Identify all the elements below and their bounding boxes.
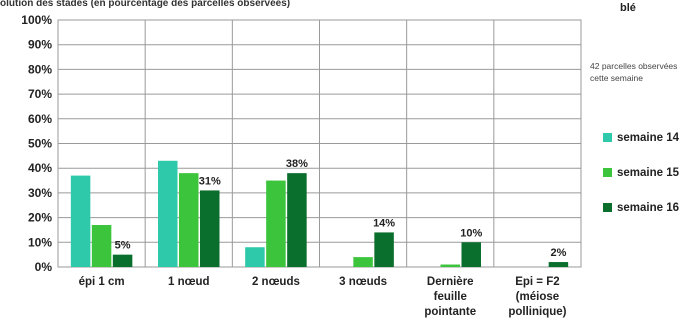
chart-title: olution des stades (en pourcentage des p…: [0, 0, 290, 9]
legend-swatch-semaine-16: [603, 203, 612, 212]
category-label: Dernière feuille pointante: [424, 276, 476, 318]
data-labels: 5% 31% 38% 14% 10% 2%: [115, 158, 567, 259]
y-tick-label: 10%: [28, 235, 52, 249]
bar-semaine-14-2: [245, 247, 265, 267]
legend-item-semaine-14: semaine 14: [603, 130, 679, 145]
legend-label-semaine-15: semaine 15: [617, 166, 680, 179]
data-label: 2%: [550, 247, 566, 259]
category-label: épi 1 cm: [79, 276, 125, 288]
y-gridlines: [58, 20, 581, 267]
category-label: 3 nœuds: [339, 276, 387, 288]
y-tick-label: 20%: [28, 211, 52, 225]
data-label: 31%: [199, 175, 221, 187]
category-label: Epi = F2 (méiose pollinique): [508, 276, 566, 318]
data-label: 5%: [115, 240, 131, 252]
bar-semaine-16-3: [374, 232, 394, 267]
y-tick-label: 70%: [28, 87, 52, 101]
bar-semaine-16-5: [548, 262, 569, 267]
y-tick-label: 100%: [21, 13, 52, 27]
category-label: 2 nœuds: [252, 276, 300, 288]
bar-semaine-16-4: [461, 242, 481, 267]
data-label: 14%: [373, 217, 395, 229]
legend: semaine 14 semaine 15 semaine 16: [603, 130, 679, 235]
legend-label-semaine-14: semaine 14: [617, 131, 680, 144]
legend-item-semaine-16: semaine 16: [603, 200, 679, 215]
data-label: 10%: [460, 227, 482, 239]
y-tick-label: 0%: [35, 260, 53, 274]
y-tick-label: 90%: [28, 38, 52, 52]
parcel-count-note: 42 parcelles observées cette semaine: [590, 61, 678, 83]
y-tick-label: 30%: [28, 186, 52, 200]
bars: [70, 160, 569, 267]
crop-label: blé: [620, 2, 636, 14]
bar-semaine-16-1: [200, 190, 220, 267]
y-tick-label: 60%: [28, 112, 52, 126]
data-label: 38%: [286, 158, 308, 170]
y-tick-label: 40%: [28, 161, 52, 175]
y-tick-labels: 0% 10% 20% 30% 40% 50% 60% 70% 80% 90% 100%: [21, 13, 52, 274]
legend-swatch-semaine-14: [603, 133, 612, 142]
bar-semaine-15-0: [91, 225, 112, 267]
legend-label-semaine-16: semaine 16: [617, 201, 680, 214]
y-tick-label: 50%: [28, 137, 52, 151]
bar-semaine-15-2: [266, 180, 286, 267]
y-tick-label: 80%: [28, 62, 52, 76]
bar-semaine-14-1: [158, 160, 178, 267]
legend-swatch-semaine-15: [603, 168, 612, 177]
bar-semaine-16-2: [287, 173, 307, 267]
bar-semaine-16-0: [112, 254, 133, 267]
category-label: 1 nœud: [168, 276, 210, 288]
bar-semaine-14-0: [70, 175, 91, 267]
bar-semaine-15-4: [440, 264, 460, 267]
bar-semaine-15-1: [179, 173, 199, 267]
legend-item-semaine-15: semaine 15: [603, 165, 679, 180]
bar-semaine-15-3: [353, 257, 373, 267]
category-labels: épi 1 cm 1 nœud 2 nœuds 3 nœuds Dernière feui…: [79, 276, 567, 318]
